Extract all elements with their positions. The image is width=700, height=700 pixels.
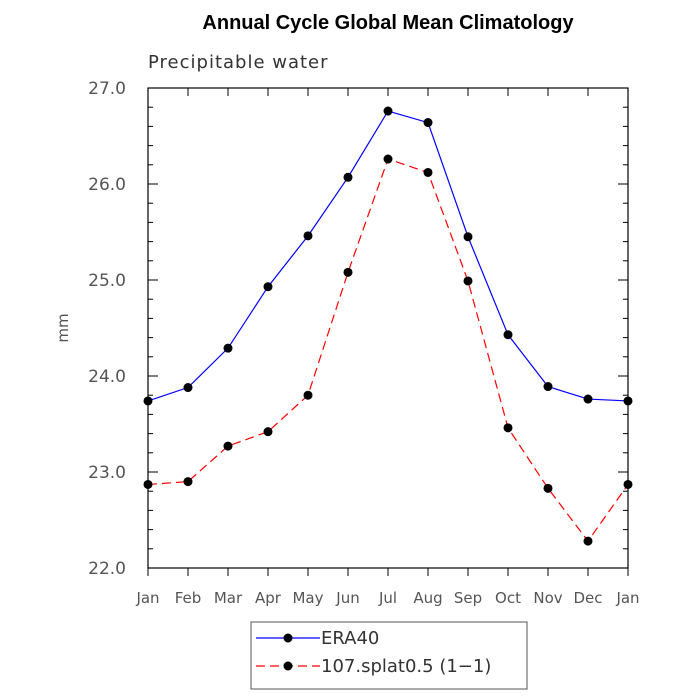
data-point-series-0 (343, 172, 353, 182)
x-tick-label: Sep (454, 589, 482, 607)
data-point-series-1 (263, 427, 273, 437)
x-tick-label: May (292, 589, 323, 607)
series-line-0 (147, 110, 629, 402)
data-point-series-1 (343, 267, 353, 277)
x-tick-label: Oct (495, 589, 521, 607)
series-layer (143, 106, 633, 546)
x-tick-label: Aug (413, 589, 442, 607)
x-tick-label: Apr (255, 589, 282, 607)
x-tick-label: Jan (135, 589, 159, 607)
chart-title: Annual Cycle Global Mean Climatology (202, 12, 574, 34)
ticks-layer: 22.0 23.0 24.0 25.0 26.0 27.0 Jan Feb Mar Apr May J… (88, 79, 639, 607)
legend-label-0: ERA40 (321, 628, 379, 649)
legend-label-1: 107.splat0.5 (1−1) (321, 656, 491, 677)
data-point-series-1 (303, 390, 313, 400)
data-point-series-1 (463, 276, 473, 286)
x-tick-label: Jun (335, 589, 359, 607)
plot-frame (147, 87, 629, 569)
x-tick-label: Jan (615, 589, 639, 607)
y-tick-label: 23.0 (88, 463, 126, 483)
y-tick-label: 24.0 (88, 367, 126, 387)
y-tick-label: 26.0 (88, 175, 126, 195)
data-point-series-1 (183, 477, 193, 487)
x-tick-label: Jul (378, 589, 397, 607)
data-point-series-0 (503, 330, 513, 340)
data-point-series-0 (463, 232, 473, 242)
x-tick-label: Feb (175, 589, 202, 607)
y-tick-label: 22.0 (88, 559, 126, 579)
data-point-series-0 (183, 383, 193, 393)
data-point-series-0 (223, 343, 233, 353)
x-tick-label: Nov (533, 589, 562, 607)
data-point-series-0 (303, 231, 313, 241)
y-tick-label: 25.0 (88, 271, 126, 291)
data-point-series-1 (383, 154, 393, 164)
legend-frame (250, 621, 528, 690)
y-tick-label: 27.0 (88, 79, 126, 99)
data-point-series-1 (503, 423, 513, 433)
x-tick-label: Dec (573, 589, 602, 607)
data-point-series-0 (583, 394, 593, 404)
y-axis-label: mm (54, 313, 72, 342)
data-point-series-0 (383, 106, 393, 116)
data-point-series-1 (543, 483, 553, 493)
data-point-series-0 (263, 282, 273, 292)
x-tick-label: Mar (214, 589, 243, 607)
data-point-series-0 (543, 382, 553, 392)
chart-subtitle: Precipitable water (148, 52, 329, 73)
data-point-series-1 (223, 441, 233, 451)
series-line-1 (147, 158, 629, 543)
legend: ERA40 107.splat0.5 (1−1) (250, 621, 528, 690)
legend-marker-0 (283, 633, 293, 643)
legend-marker-1 (283, 661, 293, 671)
data-point-series-1 (583, 536, 593, 546)
data-point-series-1 (423, 167, 433, 177)
data-point-series-0 (423, 118, 433, 128)
